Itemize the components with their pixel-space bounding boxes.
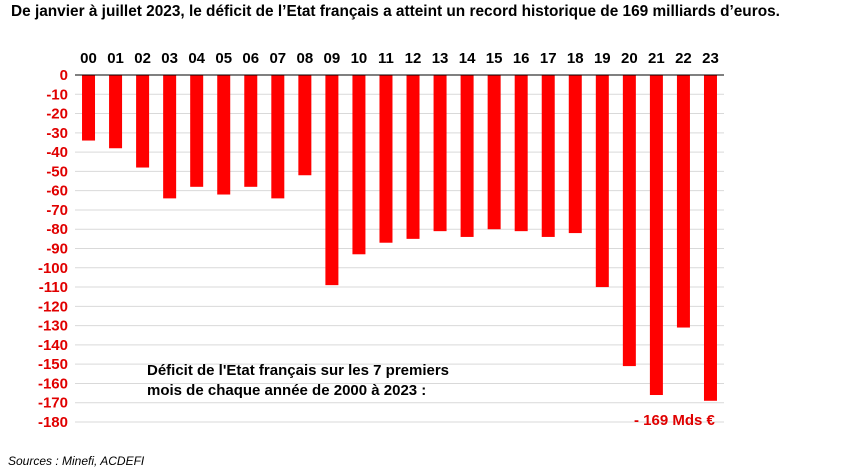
x-tick-label: 23 [702,50,719,67]
y-tick-label: -50 [46,163,68,180]
x-tick-label: 20 [621,50,638,67]
x-tick-label: 18 [567,50,584,67]
y-tick-label: -80 [46,221,68,238]
bar-20 [622,75,636,367]
bar-07 [271,75,285,199]
x-tick-label: 16 [513,50,530,67]
bar-03 [163,75,177,199]
bar-23 [703,75,717,401]
bars [82,75,717,401]
bar-11 [379,75,393,243]
x-tick-label: 01 [107,50,124,67]
bar-12 [406,75,420,239]
chart-note-line-2: mois de chaque année de 2000 à 2023 : [147,382,427,399]
bar-19 [595,75,609,288]
chart-title: De janvier à juillet 2023, le déficit de… [11,3,780,20]
x-tick-label: 08 [297,50,314,67]
bar-16 [514,75,528,232]
bar-08 [298,75,312,176]
gridlines [75,93,724,423]
y-tick-label: -170 [38,395,68,412]
x-tick-label: 11 [378,50,394,67]
y-tick-label: -10 [46,86,68,103]
source-note: Sources : Minefi, ACDEFI [8,454,145,468]
x-tick-label: 17 [540,50,557,67]
x-tick-label: 02 [134,50,151,67]
bar-14 [460,75,474,237]
x-tick-label: 10 [351,50,368,67]
bar-22 [676,75,690,328]
y-tick-label: -70 [46,202,68,219]
y-tick-label: -150 [38,356,68,373]
x-tick-label: 09 [324,50,341,67]
x-tick-label: 15 [486,50,503,67]
record-annotation: - 169 Mds € [634,412,715,429]
x-tick-label: 22 [675,50,692,67]
x-tick-label: 07 [269,50,286,67]
bar-18 [568,75,582,234]
y-tick-label: -40 [46,144,68,161]
bar-17 [541,75,555,237]
y-tick-label: -160 [38,375,68,392]
y-tick-label: -20 [46,106,68,123]
y-axis-ticks: 0 -10 -20 -30 -40 -50 -60 -70 -80 -90 -100 -110 -120… [38,67,68,431]
bar-02 [136,75,150,168]
x-tick-label: 03 [161,50,178,67]
bar-21 [649,75,663,396]
x-tick-label: 13 [432,50,449,67]
chart-note-line-1: Déficit de l'Etat français sur les 7 pre… [147,362,450,379]
chart-note: Déficit de l'Etat français sur les 7 pre… [147,361,449,401]
bar-04 [190,75,204,187]
bar-05 [217,75,231,195]
x-tick-label: 21 [648,50,665,67]
x-tick-label: 04 [188,50,205,67]
x-tick-label: 14 [459,50,476,67]
y-tick-label: -100 [38,260,68,277]
x-tick-label: 19 [594,50,611,67]
y-tick-label: -180 [38,414,68,431]
y-tick-label: -130 [38,318,68,335]
y-tick-label: -60 [46,183,68,200]
y-tick-label: -120 [38,298,68,315]
x-tick-label: 00 [80,50,97,67]
y-tick-label: -90 [46,241,68,258]
y-tick-label: -140 [38,337,68,354]
y-tick-label: -110 [39,279,68,296]
bar-06 [244,75,258,187]
bar-13 [433,75,447,232]
bar-09 [325,75,339,286]
bar-10 [352,75,366,255]
y-tick-label: -30 [46,125,68,142]
x-axis-ticks: 00 01 02 03 04 05 06 07 08 09 10 11 12 13 14 15 16 17 18 19… [80,50,719,67]
x-tick-label: 06 [242,50,259,67]
bar-15 [487,75,501,230]
y-tick-label: 0 [60,67,68,84]
x-tick-label: 12 [405,50,422,67]
bar-00 [82,75,96,141]
x-tick-label: 05 [215,50,232,67]
bar-01 [109,75,123,149]
